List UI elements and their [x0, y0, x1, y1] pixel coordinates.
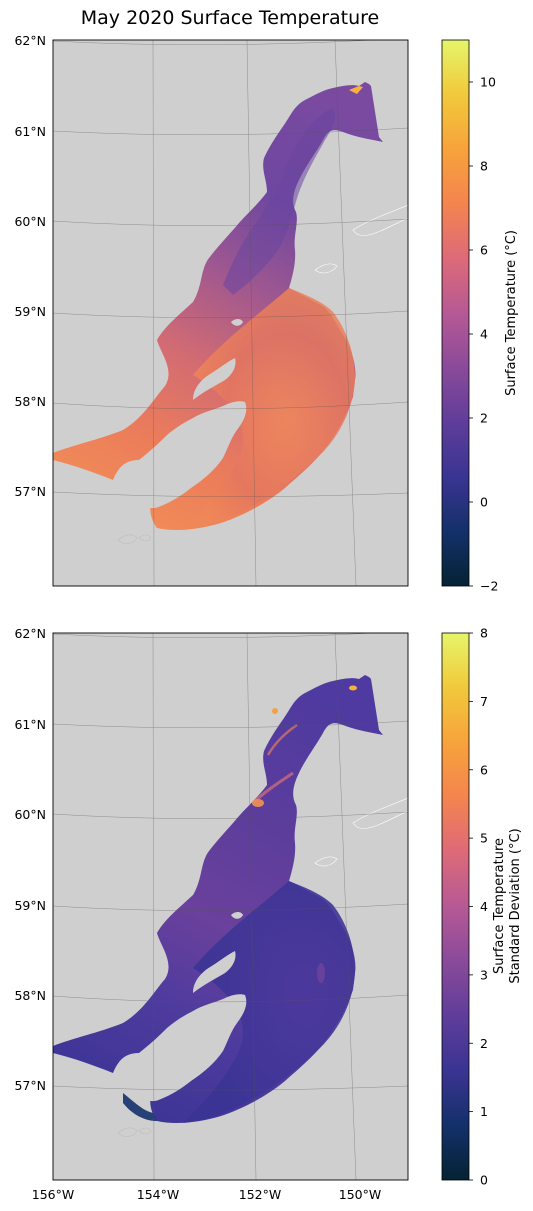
lat-tick-label: 59°N [14, 898, 46, 913]
lat-tick-label: 60°N [14, 214, 46, 229]
coast-island [314, 856, 338, 867]
lat-tick-label: 58°N [14, 988, 46, 1003]
island-land [113, 994, 247, 1102]
island-land [113, 401, 247, 509]
lat-tick-label: 61°N [14, 124, 46, 139]
lat-tick-label: 60°N [14, 807, 46, 822]
lon-tick-label: 156°W [32, 1187, 74, 1202]
lat-axis-2: 57°N 58°N 59°N 60°N 61°N 62°N [14, 626, 46, 1093]
cool-inlet-band [223, 108, 336, 295]
warm-shelf-region [183, 288, 355, 530]
lat-tick-label: 62°N [14, 626, 46, 641]
colorbar-gradient [441, 632, 470, 1181]
graticule [53, 40, 408, 586]
colorbar-tick-label: 8 [480, 159, 488, 174]
colorbar-tick-label: 7 [480, 694, 488, 709]
lat-tick-label: 57°N [14, 484, 46, 499]
colorbar-2: 0 1 2 3 4 5 6 7 8 Surface Temperature Standard D… [441, 626, 523, 1188]
island-small [231, 319, 243, 326]
lon-axis: 156°W 154°W 152°W 150°W [32, 1187, 381, 1202]
colorbar-label-line-2: Standard Deviation (°C) [508, 828, 523, 983]
stddev-patch [317, 963, 325, 983]
coast-islands-east [352, 797, 408, 829]
coast-islands-east [352, 204, 408, 236]
figure-title: May 2020 Surface Temperature [81, 7, 380, 29]
colorbar-ticks: 0 1 2 3 4 5 6 7 8 [469, 626, 488, 1188]
stddev-low [123, 1093, 157, 1121]
colorbar-label: Surface Temperature (°C) [504, 230, 519, 396]
stddev-hotspot [272, 708, 278, 714]
map-panel-temperature [53, 40, 408, 586]
lat-tick-label: 59°N [14, 304, 46, 319]
colorbar-tick-label: 6 [480, 762, 488, 777]
island-small [181, 878, 195, 889]
colorbar-tick-label: 1 [480, 1104, 488, 1119]
colorbar-tick-label: 4 [480, 327, 488, 342]
colorbar-1: −2 0 2 4 6 8 10 Surface Temperature (°C) [441, 39, 519, 594]
colorbar-label-line-1: Surface Temperature [492, 838, 507, 974]
lat-tick-label: 62°N [14, 33, 46, 48]
lat-axis-1: 57°N 58°N 59°N 60°N 61°N 62°N [14, 33, 46, 499]
stddev-hotspot [349, 685, 357, 691]
colorbar-tick-label: 4 [480, 899, 488, 914]
colorbar-tick-label: 5 [480, 831, 488, 846]
stddev-streak [266, 723, 298, 756]
lon-tick-label: 150°W [339, 1187, 381, 1202]
coast-island [314, 263, 338, 274]
stddev-shelf [183, 881, 355, 1123]
colorbar-tick-label: 10 [480, 75, 496, 90]
colorbar-tick-label: 0 [480, 495, 488, 510]
island-land-north [193, 358, 236, 400]
colorbar-tick-label: 2 [480, 1036, 488, 1051]
island-chirikof [138, 1127, 152, 1135]
stddev-hotspot [252, 799, 264, 807]
island-chirikof [117, 1127, 138, 1137]
map-panel-std [53, 633, 408, 1180]
map-frame-1 [52, 39, 409, 587]
colorbar-gradient [441, 39, 470, 587]
map-frame-2 [52, 632, 409, 1181]
colorbar-tick-label: 2 [480, 411, 488, 426]
island-chirikof [138, 534, 152, 542]
lat-tick-label: 61°N [14, 717, 46, 732]
colorbar-tick-label: 8 [480, 626, 488, 641]
lat-tick-label: 58°N [14, 394, 46, 409]
island-small [231, 912, 243, 919]
colorbar-tick-label: −2 [480, 579, 498, 594]
head-warm-spot [349, 86, 363, 94]
lat-tick-label: 57°N [14, 1078, 46, 1093]
lon-tick-label: 154°W [137, 1187, 179, 1202]
lon-tick-label: 152°W [239, 1187, 281, 1202]
island-chirikof [117, 534, 138, 544]
colorbar-ticks: −2 0 2 4 6 8 10 [469, 75, 498, 594]
colorbar-tick-label: 3 [480, 967, 488, 982]
colorbar-tick-label: 6 [480, 243, 488, 258]
graticule [53, 633, 408, 1180]
island-land-north [193, 951, 236, 993]
colorbar-tick-label: 0 [480, 1173, 488, 1188]
island-small [181, 285, 195, 296]
